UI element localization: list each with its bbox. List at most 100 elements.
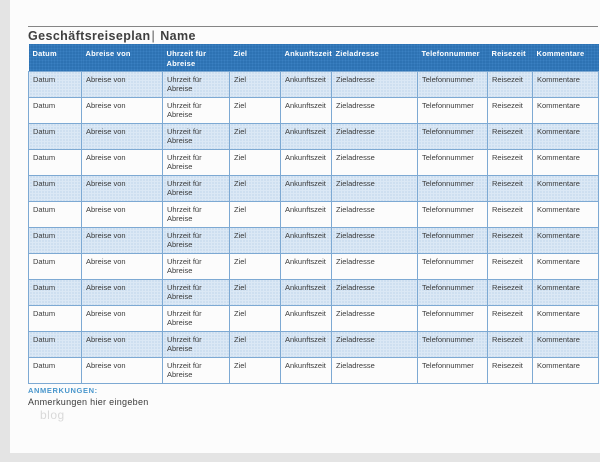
cell-placeholder[interactable]: Ankunftszeit xyxy=(280,174,332,202)
cell-placeholder[interactable]: Reisezeit xyxy=(487,356,533,384)
cell-placeholder[interactable]: Ankunftszeit xyxy=(280,304,332,332)
cell-placeholder[interactable]: Telefonnummer xyxy=(417,252,488,280)
cell-placeholder[interactable]: Zieladresse xyxy=(331,200,418,228)
cell-placeholder[interactable]: Reisezeit xyxy=(487,226,533,254)
cell-placeholder[interactable]: Abreise von xyxy=(81,330,163,358)
cell-placeholder[interactable]: Kommentare xyxy=(532,356,599,384)
cell-placeholder[interactable]: Abreise von xyxy=(81,356,163,384)
cell-placeholder[interactable]: Ankunftszeit xyxy=(280,148,332,176)
cell-placeholder[interactable]: Ziel xyxy=(229,278,281,306)
cell-placeholder[interactable]: Abreise von xyxy=(81,200,163,228)
cell-placeholder[interactable]: Uhrzeit für Abreise xyxy=(162,356,230,384)
cell-placeholder[interactable]: Abreise von xyxy=(81,278,163,306)
cell-placeholder[interactable]: Uhrzeit für Abreise xyxy=(162,252,230,280)
cell-placeholder[interactable]: Uhrzeit für Abreise xyxy=(162,226,230,254)
cell-placeholder[interactable]: Kommentare xyxy=(532,148,599,176)
cell-placeholder[interactable]: Uhrzeit für Abreise xyxy=(162,122,230,150)
cell-placeholder[interactable]: Uhrzeit für Abreise xyxy=(162,200,230,228)
cell-placeholder[interactable]: Ankunftszeit xyxy=(280,356,332,384)
cell-placeholder[interactable]: Reisezeit xyxy=(487,252,533,280)
cell-placeholder[interactable]: Zieladresse xyxy=(331,356,418,384)
cell-placeholder[interactable]: Ziel xyxy=(229,70,281,98)
cell-placeholder[interactable]: Ankunftszeit xyxy=(280,252,332,280)
cell-placeholder[interactable]: Ziel xyxy=(229,304,281,332)
cell-placeholder[interactable]: Uhrzeit für Abreise xyxy=(162,304,230,332)
cell-placeholder[interactable]: Zieladresse xyxy=(331,122,418,150)
cell-placeholder[interactable]: Kommentare xyxy=(532,96,599,124)
cell-placeholder[interactable]: Ziel xyxy=(229,356,281,384)
cell-placeholder[interactable]: Datum xyxy=(28,174,82,202)
cell-placeholder[interactable]: Datum xyxy=(28,330,82,358)
cell-placeholder[interactable]: Datum xyxy=(28,252,82,280)
cell-placeholder[interactable]: Telefonnummer xyxy=(417,148,488,176)
cell-placeholder[interactable]: Ankunftszeit xyxy=(280,122,332,150)
cell-placeholder[interactable]: Datum xyxy=(28,70,82,98)
cell-placeholder[interactable]: Kommentare xyxy=(532,122,599,150)
cell-placeholder[interactable]: Kommentare xyxy=(532,252,599,280)
cell-placeholder[interactable]: Ziel xyxy=(229,226,281,254)
cell-placeholder[interactable]: Datum xyxy=(28,148,82,176)
cell-placeholder[interactable]: Kommentare xyxy=(532,174,599,202)
cell-placeholder[interactable]: Uhrzeit für Abreise xyxy=(162,70,230,98)
cell-placeholder[interactable]: Reisezeit xyxy=(487,278,533,306)
cell-placeholder[interactable]: Ziel xyxy=(229,148,281,176)
cell-placeholder[interactable]: Datum xyxy=(28,200,82,228)
cell-placeholder[interactable]: Ankunftszeit xyxy=(280,330,332,358)
cell-placeholder[interactable]: Zieladresse xyxy=(331,226,418,254)
cell-placeholder[interactable]: Datum xyxy=(28,278,82,306)
cell-placeholder[interactable]: Ankunftszeit xyxy=(280,278,332,306)
cell-placeholder[interactable]: Kommentare xyxy=(532,70,599,98)
cell-placeholder[interactable]: Ziel xyxy=(229,96,281,124)
cell-placeholder[interactable]: Telefonnummer xyxy=(417,200,488,228)
cell-placeholder[interactable]: Ankunftszeit xyxy=(280,200,332,228)
cell-placeholder[interactable]: Reisezeit xyxy=(487,96,533,124)
cell-placeholder[interactable]: Zieladresse xyxy=(331,148,418,176)
cell-placeholder[interactable]: Reisezeit xyxy=(487,174,533,202)
cell-placeholder[interactable]: Abreise von xyxy=(81,122,163,150)
cell-placeholder[interactable]: Reisezeit xyxy=(487,200,533,228)
cell-placeholder[interactable]: Abreise von xyxy=(81,148,163,176)
cell-placeholder[interactable]: Kommentare xyxy=(532,330,599,358)
cell-placeholder[interactable]: Telefonnummer xyxy=(417,356,488,384)
title-name-placeholder[interactable]: Name xyxy=(160,29,196,43)
cell-placeholder[interactable]: Abreise von xyxy=(81,304,163,332)
cell-placeholder[interactable]: Ankunftszeit xyxy=(280,96,332,124)
cell-placeholder[interactable]: Reisezeit xyxy=(487,304,533,332)
cell-placeholder[interactable]: Reisezeit xyxy=(487,330,533,358)
cell-placeholder[interactable]: Telefonnummer xyxy=(417,70,488,98)
cell-placeholder[interactable]: Telefonnummer xyxy=(417,96,488,124)
cell-placeholder[interactable]: Abreise von xyxy=(81,252,163,280)
cell-placeholder[interactable]: Zieladresse xyxy=(331,278,418,306)
cell-placeholder[interactable]: Zieladresse xyxy=(331,174,418,202)
cell-placeholder[interactable]: Telefonnummer xyxy=(417,330,488,358)
cell-placeholder[interactable]: Datum xyxy=(28,96,82,124)
cell-placeholder[interactable]: Ziel xyxy=(229,330,281,358)
cell-placeholder[interactable]: Ankunftszeit xyxy=(280,70,332,98)
cell-placeholder[interactable]: Ziel xyxy=(229,174,281,202)
cell-placeholder[interactable]: Telefonnummer xyxy=(417,278,488,306)
cell-placeholder[interactable]: Telefonnummer xyxy=(417,174,488,202)
cell-placeholder[interactable]: Uhrzeit für Abreise xyxy=(162,330,230,358)
cell-placeholder[interactable]: Reisezeit xyxy=(487,122,533,150)
cell-placeholder[interactable]: Zieladresse xyxy=(331,304,418,332)
cell-placeholder[interactable]: Telefonnummer xyxy=(417,304,488,332)
cell-placeholder[interactable]: Datum xyxy=(28,356,82,384)
cell-placeholder[interactable]: Reisezeit xyxy=(487,70,533,98)
cell-placeholder[interactable]: Zieladresse xyxy=(331,330,418,358)
cell-placeholder[interactable]: Ziel xyxy=(229,122,281,150)
cell-placeholder[interactable]: Abreise von xyxy=(81,174,163,202)
cell-placeholder[interactable]: Kommentare xyxy=(532,200,599,228)
cell-placeholder[interactable]: Telefonnummer xyxy=(417,122,488,150)
cell-placeholder[interactable]: Datum xyxy=(28,226,82,254)
cell-placeholder[interactable]: Uhrzeit für Abreise xyxy=(162,278,230,306)
cell-placeholder[interactable]: Zieladresse xyxy=(331,96,418,124)
cell-placeholder[interactable]: Ziel xyxy=(229,252,281,280)
cell-placeholder[interactable]: Uhrzeit für Abreise xyxy=(162,174,230,202)
cell-placeholder[interactable]: Reisezeit xyxy=(487,148,533,176)
notes-placeholder[interactable]: Anmerkungen hier eingeben xyxy=(28,397,149,407)
cell-placeholder[interactable]: Zieladresse xyxy=(331,70,418,98)
cell-placeholder[interactable]: Kommentare xyxy=(532,304,599,332)
cell-placeholder[interactable]: Ankunftszeit xyxy=(280,226,332,254)
cell-placeholder[interactable]: Datum xyxy=(28,304,82,332)
cell-placeholder[interactable]: Kommentare xyxy=(532,278,599,306)
